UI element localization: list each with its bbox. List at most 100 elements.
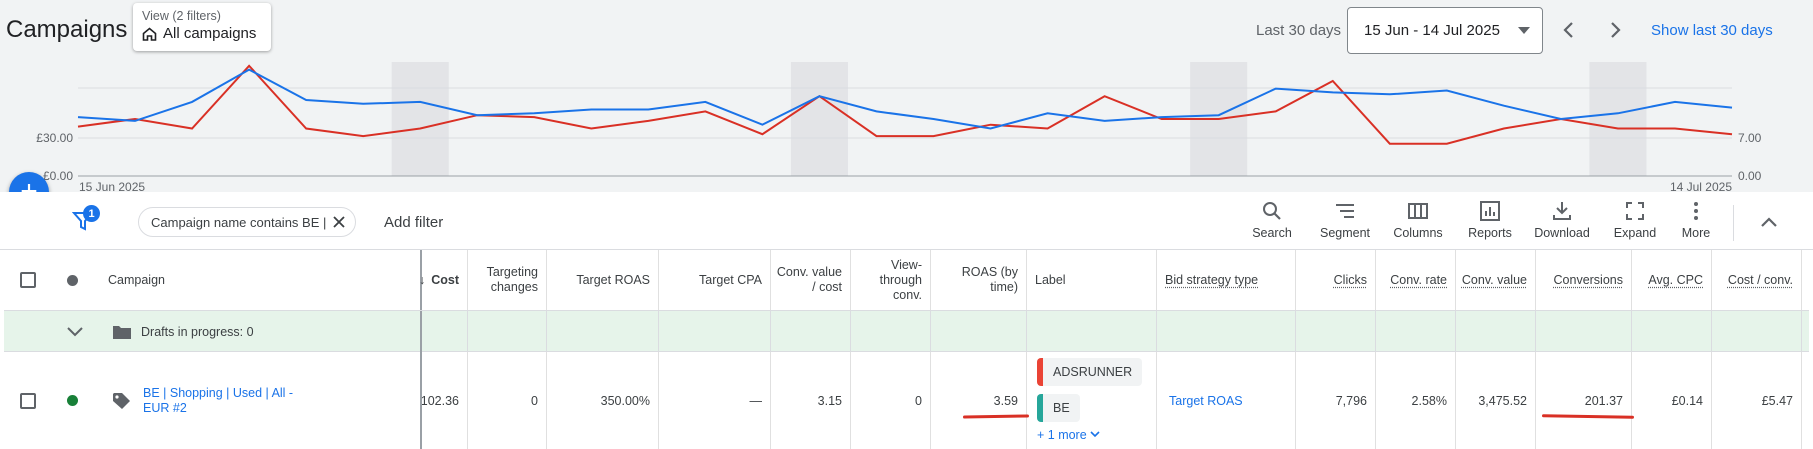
more-labels-link[interactable]: + 1 more bbox=[1037, 428, 1100, 442]
folder-icon bbox=[113, 326, 131, 339]
select-all-checkbox[interactable] bbox=[20, 272, 36, 288]
view-through-header[interactable]: View-through conv. bbox=[851, 250, 931, 310]
campaign-header[interactable]: Campaign bbox=[100, 250, 422, 310]
view-filter-count: View (2 filters) bbox=[142, 9, 221, 23]
campaigns-table: Campaign ↓ Cost Targeting changes Target … bbox=[4, 250, 1809, 449]
header-bar: Campaigns View (2 filters) All campaigns… bbox=[0, 0, 1813, 62]
sort-arrow-icon: ↓ bbox=[418, 272, 426, 287]
x-start-label: 15 Jun 2025 bbox=[79, 180, 145, 192]
target-roas-value: 350.00% bbox=[600, 393, 650, 408]
chart-series bbox=[77, 64, 1733, 145]
view-selector[interactable]: View (2 filters) All campaigns bbox=[133, 3, 271, 51]
columns-label: Columns bbox=[1393, 226, 1443, 240]
x-end-label: 14 Jul 2025 bbox=[1670, 180, 1732, 192]
chart-svg: £30.00 £0.00 7.00 0.00 15 Jun 2025 14 Ju… bbox=[36, 62, 1762, 192]
view-name: All campaigns bbox=[163, 25, 257, 42]
download-label: Download bbox=[1534, 226, 1590, 240]
series-line-0 bbox=[77, 68, 1733, 130]
page-title: Campaigns bbox=[6, 16, 128, 43]
home-icon bbox=[142, 26, 157, 41]
show-last-30-days-link[interactable]: Show last 30 days bbox=[1651, 22, 1773, 39]
reports-button[interactable]: Reports bbox=[1455, 200, 1525, 240]
search-label: Search bbox=[1252, 226, 1292, 240]
y-left-tick-1: £30.00 bbox=[36, 131, 73, 145]
columns-button[interactable]: Columns bbox=[1383, 200, 1453, 240]
conv-value-header[interactable]: Conv. value bbox=[1456, 250, 1536, 310]
more-vert-icon bbox=[1694, 202, 1698, 220]
dropdown-caret-icon bbox=[1518, 27, 1530, 34]
drafts-row[interactable]: Drafts in progress: 0 bbox=[4, 310, 1809, 353]
weekend-shade bbox=[790, 62, 848, 176]
date-range-value: 15 Jun - 14 Jul 2025 bbox=[1364, 22, 1500, 39]
reports-label: Reports bbox=[1468, 226, 1512, 240]
search-icon bbox=[1263, 202, 1281, 220]
add-filter-button[interactable]: Add filter bbox=[384, 214, 444, 231]
status-dot-icon bbox=[66, 274, 78, 286]
shopping-tag-icon bbox=[113, 392, 130, 409]
annotation-underline bbox=[962, 414, 1030, 419]
bid-strategy-link[interactable]: Target ROAS bbox=[1169, 393, 1243, 408]
annotation-underline bbox=[1541, 414, 1635, 419]
search-button[interactable]: Search bbox=[1237, 200, 1307, 240]
close-icon[interactable] bbox=[331, 214, 347, 230]
label-chip-adsrunner[interactable]: ADSRUNNER bbox=[1037, 358, 1143, 386]
drafts-label: Drafts in progress: 0 bbox=[141, 325, 254, 339]
more-button[interactable]: More bbox=[1661, 200, 1731, 240]
download-icon bbox=[1553, 202, 1571, 220]
segment-button[interactable]: Segment bbox=[1310, 200, 1380, 240]
roas-by-time-header[interactable]: ROAS (by time) bbox=[931, 250, 1027, 310]
previous-period-button[interactable] bbox=[1553, 14, 1583, 46]
y-right-tick-0: 0.00 bbox=[1738, 169, 1762, 183]
clicks-value: 7,796 bbox=[1335, 393, 1367, 408]
chevron-down-icon[interactable] bbox=[66, 326, 84, 338]
clicks-header[interactable]: Clicks bbox=[1296, 250, 1376, 310]
label-header[interactable]: Label bbox=[1027, 250, 1157, 310]
conv-value-value: 3,475.52 bbox=[1478, 393, 1527, 408]
expand-button[interactable]: Expand bbox=[1600, 200, 1670, 240]
conv-value-cost-value: 3.15 bbox=[817, 393, 842, 408]
segment-icon bbox=[1336, 204, 1354, 218]
table-row[interactable]: BE | Shopping | Used | All - EUR #2 .102… bbox=[4, 352, 1809, 449]
chevron-up-icon[interactable] bbox=[1756, 210, 1782, 236]
cost-per-conv-value: £5.47 bbox=[1761, 393, 1793, 408]
filter-count-badge: 1 bbox=[83, 205, 100, 222]
avg-cpc-header[interactable]: Avg. CPC bbox=[1632, 250, 1712, 310]
roas-by-time-value: 3.59 bbox=[993, 393, 1018, 408]
cost-per-conv-header[interactable]: Cost / conv. bbox=[1712, 250, 1802, 310]
more-label: More bbox=[1681, 226, 1711, 240]
bid-strategy-header[interactable]: Bid strategy type bbox=[1157, 250, 1296, 310]
targeting-changes-header[interactable]: Targeting changes bbox=[468, 250, 547, 310]
performance-chart: £30.00 £0.00 7.00 0.00 15 Jun 2025 14 Ju… bbox=[0, 62, 1813, 192]
weekend-shading bbox=[391, 62, 1647, 176]
conv-value-cost-header[interactable]: Conv. value / cost bbox=[771, 250, 851, 310]
row-checkbox[interactable] bbox=[20, 392, 36, 409]
chevron-down-icon bbox=[1090, 431, 1100, 438]
reports-icon bbox=[1480, 201, 1500, 221]
date-range-select[interactable]: 15 Jun - 14 Jul 2025 bbox=[1347, 7, 1543, 54]
expand-icon bbox=[1626, 202, 1644, 220]
view-through-value: 0 bbox=[915, 393, 922, 408]
conv-rate-header[interactable]: Conv. rate bbox=[1376, 250, 1456, 310]
next-period-button[interactable] bbox=[1601, 14, 1631, 46]
campaign-name-link[interactable]: BE | Shopping | Used | All - EUR #2 bbox=[143, 385, 294, 415]
toolbar-divider bbox=[1733, 205, 1734, 241]
enabled-status-icon bbox=[66, 395, 78, 406]
download-button[interactable]: Download bbox=[1527, 200, 1597, 240]
target-cpa-header[interactable]: Target CPA bbox=[659, 250, 771, 310]
date-range-label: Last 30 days bbox=[1256, 22, 1342, 39]
cost-header[interactable]: ↓ Cost bbox=[418, 250, 468, 310]
weekend-shade bbox=[391, 62, 449, 176]
filter-chip[interactable]: Campaign name contains BE | bbox=[138, 207, 356, 237]
avg-cpc-value: £0.14 bbox=[1671, 393, 1703, 408]
weekend-shade bbox=[1589, 62, 1647, 176]
conversions-header[interactable]: Conversions bbox=[1536, 250, 1632, 310]
label-chip-be[interactable]: BE bbox=[1037, 394, 1080, 422]
select-all-cell bbox=[4, 250, 52, 310]
target-cpa-value: — bbox=[749, 393, 763, 408]
chevron-right-icon bbox=[1611, 22, 1621, 38]
y-right-tick-1: 7.00 bbox=[1738, 131, 1762, 145]
status-header bbox=[52, 250, 92, 310]
conversions-value: 201.37 bbox=[1584, 393, 1623, 408]
segment-label: Segment bbox=[1319, 226, 1371, 240]
target-roas-header[interactable]: Target ROAS bbox=[547, 250, 659, 310]
